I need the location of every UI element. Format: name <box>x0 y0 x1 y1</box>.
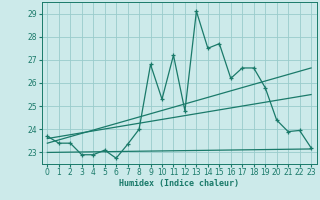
X-axis label: Humidex (Indice chaleur): Humidex (Indice chaleur) <box>119 179 239 188</box>
